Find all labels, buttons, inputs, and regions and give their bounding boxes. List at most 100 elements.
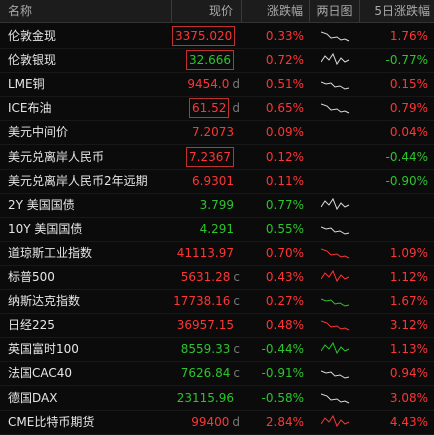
- price-cell: 23115.96: [172, 386, 242, 410]
- quote-row[interactable]: 法国CAC40 7626.84 c -0.91% 0.94%: [0, 361, 434, 387]
- header-cell[interactable]: 名称: [0, 0, 172, 22]
- name-cell: 美元中间价: [8, 125, 69, 140]
- sparkline: [321, 81, 350, 90]
- name-cell: 伦敦银现: [8, 53, 57, 68]
- change-cell: 0.09%: [265, 125, 304, 140]
- change-5d-cell: 1.09%: [389, 245, 428, 260]
- change-cell: 0.77%: [265, 197, 304, 212]
- name-cell: 美元兑离岸人民币2年远期: [8, 173, 148, 188]
- price: 7.2073: [192, 125, 234, 140]
- price-cell: 9454.0 d: [172, 72, 242, 96]
- name-cell: 纳斯达克指数: [8, 294, 81, 309]
- sparkline-path: [321, 269, 350, 283]
- quote-row[interactable]: 伦敦金现 3375.020 0.33% 1.76%: [0, 24, 434, 49]
- sparkline: [321, 414, 350, 427]
- change-cell: 0.48%: [265, 318, 304, 333]
- change-5d-cell: -0.44%: [385, 149, 428, 164]
- sparkline-path: [321, 81, 350, 90]
- change-5d-cell: 4.43%: [389, 414, 428, 429]
- quote-row[interactable]: CME比特币期货 99400 d 2.84% 4.43%: [0, 410, 434, 435]
- name-cell: 道琼斯工业指数: [8, 245, 93, 260]
- change-cell: 2.84%: [265, 414, 304, 429]
- price-flag: c: [233, 270, 240, 284]
- quote-row[interactable]: 纳斯达克指数 17738.16 c 0.27% 1.67%: [0, 289, 434, 315]
- change-5d-cell: 1.13%: [389, 342, 428, 357]
- name-cell: LME铜: [8, 77, 45, 92]
- name-cell: 美元兑离岸人民币: [8, 149, 105, 164]
- header-cell[interactable]: 5日涨跌幅: [374, 4, 430, 18]
- change-cell: 0.11%: [265, 173, 304, 188]
- price-flag: d: [232, 101, 240, 116]
- price: 5631.28: [180, 270, 231, 284]
- change-cell: 0.12%: [265, 149, 304, 164]
- quote-row[interactable]: 英国富时100 8559.33 c -0.44% 1.13%: [0, 337, 434, 363]
- quote-row[interactable]: 伦敦银现 32.666 0.72% -0.77%: [0, 48, 434, 74]
- price: 8559.33: [180, 342, 231, 357]
- price-flag: c: [233, 366, 240, 381]
- price: 99400: [191, 414, 230, 429]
- sparkline-path: [321, 31, 350, 42]
- price-cell: 36957.15: [172, 313, 242, 337]
- change-5d-cell: 1.12%: [389, 270, 428, 284]
- name-cell: 英国富时100: [8, 342, 79, 357]
- name-cell: ICE布油: [8, 101, 52, 116]
- sparkline-path: [321, 370, 350, 379]
- quote-row[interactable]: 10Y 美国国债 4.291 0.55%: [0, 217, 434, 242]
- quote-row[interactable]: LME铜 9454.0 d 0.51% 0.15%: [0, 72, 434, 98]
- name-cell: 法国CAC40: [8, 366, 73, 381]
- quote-row[interactable]: 美元兑离岸人民币 7.2367 0.12% -0.44%: [0, 145, 434, 170]
- name-cell: CME比特币期货: [8, 414, 95, 429]
- price: 61.52: [189, 98, 230, 119]
- quote-row[interactable]: 美元中间价 7.2073 0.09% 0.04%: [0, 120, 434, 146]
- sparkline: [321, 103, 350, 114]
- header-cell[interactable]: 两日图: [310, 0, 360, 22]
- sparkline-path: [321, 53, 350, 66]
- price: 23115.96: [176, 390, 234, 405]
- sparkline: [321, 298, 350, 307]
- name-cell: 2Y 美国国债: [8, 197, 75, 212]
- price-flag: c: [233, 342, 240, 357]
- sparkline: [321, 53, 350, 66]
- price-cell: 4.291: [172, 217, 242, 241]
- sparkline-path: [321, 414, 350, 427]
- change-5d-cell: 0.15%: [389, 77, 428, 92]
- price: 32.666: [186, 50, 234, 71]
- price-cell: 3375.020: [172, 24, 242, 48]
- price: 7626.84: [180, 366, 231, 381]
- quote-row[interactable]: 日经225 36957.15 0.48% 3.12%: [0, 313, 434, 339]
- name-cell: 日经225: [8, 318, 55, 333]
- sparkline: [321, 31, 350, 42]
- price-flag: d: [232, 414, 240, 429]
- header-cell[interactable]: 涨跌幅: [242, 0, 310, 22]
- change-cell: 0.70%: [265, 245, 304, 260]
- quote-row[interactable]: 美元兑离岸人民币2年远期 6.9301 0.11% -0.90%: [0, 169, 434, 194]
- name-cell: 德国DAX: [8, 390, 58, 405]
- price-cell: 7.2367: [172, 145, 242, 169]
- sparkline-path: [321, 197, 350, 210]
- price-cell: 41113.97: [172, 241, 242, 265]
- price-flag: c: [233, 294, 240, 309]
- change-5d-cell: -0.77%: [385, 53, 428, 68]
- price: 3.799: [199, 197, 234, 212]
- quote-row[interactable]: 2Y 美国国债 3.799 0.77%: [0, 193, 434, 218]
- quote-row[interactable]: 标普500 5631.28 c 0.43% 1.12%: [0, 265, 434, 290]
- change-cell: 0.65%: [265, 101, 304, 116]
- quote-row[interactable]: 德国DAX 23115.96 -0.58% 3.08%: [0, 386, 434, 411]
- sparkline: [321, 269, 350, 283]
- sparkline-path: [321, 248, 350, 259]
- name-cell: 标普500: [8, 270, 55, 284]
- header-cell[interactable]: 现价: [172, 0, 242, 22]
- price-cell: 32.666: [172, 48, 242, 72]
- quote-row[interactable]: 道琼斯工业指数 41113.97 0.70% 1.09%: [0, 241, 434, 266]
- price-cell: 5631.28 c: [172, 265, 242, 289]
- change-cell: 0.51%: [265, 77, 304, 92]
- sparkline-path: [321, 320, 350, 331]
- change-cell: 0.72%: [265, 53, 304, 68]
- name-cell: 伦敦金现: [8, 29, 57, 43]
- quote-row[interactable]: ICE布油 61.52 d 0.65% 0.79%: [0, 96, 434, 122]
- price: 17738.16: [173, 294, 231, 309]
- price-cell: 8559.33 c: [172, 337, 242, 361]
- sparkline: [321, 197, 350, 210]
- change-5d-cell: -0.90%: [385, 173, 428, 188]
